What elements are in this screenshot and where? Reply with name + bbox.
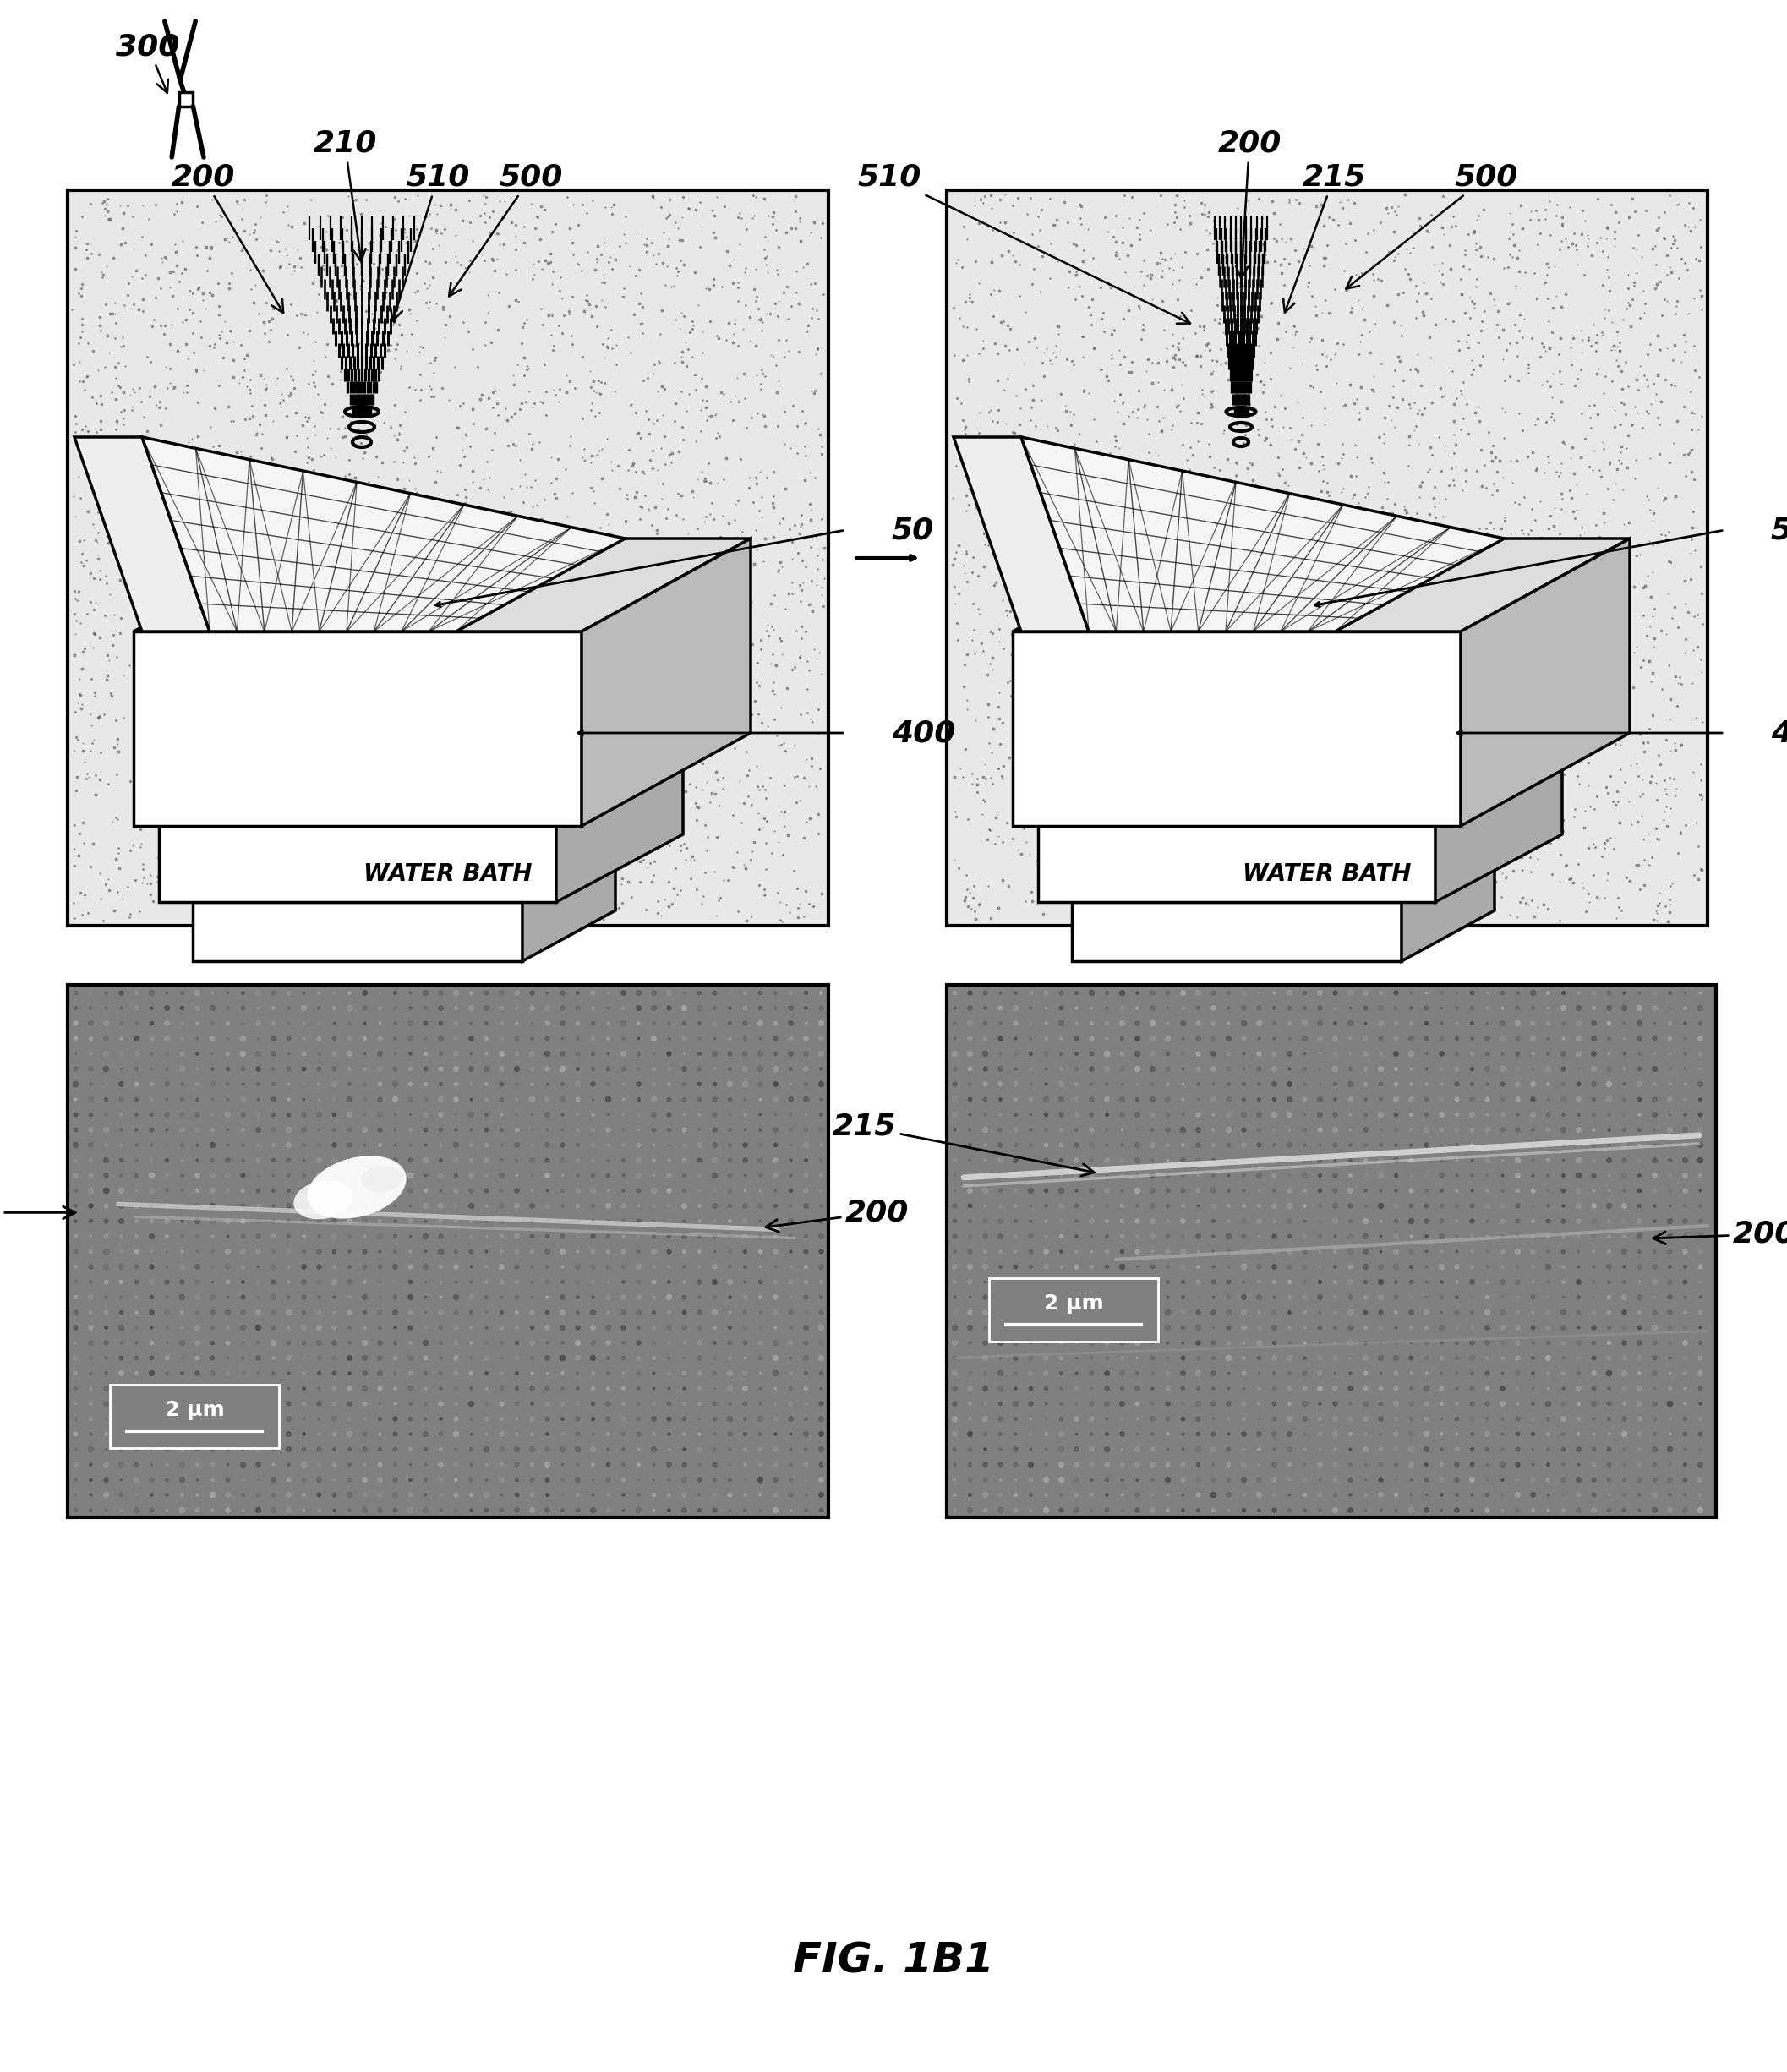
Text: 215: 215 [1283, 164, 1365, 313]
Text: 215: 215 [833, 1113, 1094, 1177]
Text: 2 μm: 2 μm [164, 1399, 225, 1419]
Polygon shape [954, 437, 1088, 632]
Polygon shape [1460, 539, 1630, 827]
Polygon shape [134, 632, 581, 827]
Text: 400: 400 [1771, 719, 1787, 748]
Text: 500: 500 [449, 164, 563, 296]
Text: FIG. 1B1: FIG. 1B1 [793, 1941, 994, 1981]
Polygon shape [75, 437, 209, 632]
Bar [947, 191, 1708, 926]
Polygon shape [159, 827, 556, 901]
Text: 2 μm: 2 μm [1044, 1293, 1103, 1314]
Text: 510: 510 [858, 164, 1190, 323]
Text: 50: 50 [1771, 516, 1787, 545]
Polygon shape [1435, 758, 1562, 901]
Polygon shape [522, 852, 615, 961]
Ellipse shape [293, 1181, 352, 1218]
Polygon shape [193, 852, 615, 901]
Text: 200: 200 [1653, 1220, 1787, 1249]
Text: 300: 300 [116, 33, 180, 93]
Bar [988, 1278, 1158, 1341]
Bar [947, 984, 1716, 1517]
Bar [68, 984, 829, 1517]
Polygon shape [159, 758, 683, 827]
Polygon shape [1013, 632, 1460, 827]
Text: WATER BATH: WATER BATH [365, 862, 533, 887]
Polygon shape [1401, 852, 1494, 961]
Polygon shape [179, 91, 193, 106]
Polygon shape [1013, 539, 1630, 632]
Bar [109, 1384, 279, 1448]
Text: 510: 510 [391, 164, 470, 321]
Text: 210: 210 [313, 128, 377, 261]
Polygon shape [1020, 437, 1505, 632]
Text: WATER BATH: WATER BATH [1242, 862, 1412, 887]
Polygon shape [141, 437, 625, 632]
Text: 50: 50 [892, 516, 935, 545]
Polygon shape [1072, 901, 1401, 961]
Text: 210: 210 [0, 1198, 75, 1227]
Ellipse shape [307, 1156, 406, 1218]
Text: 500: 500 [1346, 164, 1517, 288]
Polygon shape [1038, 758, 1562, 827]
Polygon shape [1072, 852, 1494, 901]
Polygon shape [134, 539, 751, 632]
Text: 200: 200 [172, 164, 284, 313]
Bar [68, 191, 829, 926]
Ellipse shape [361, 1167, 404, 1191]
Text: 200: 200 [1217, 128, 1281, 278]
Polygon shape [556, 758, 683, 901]
Polygon shape [1038, 827, 1435, 901]
Text: 400: 400 [892, 719, 956, 748]
Polygon shape [581, 539, 751, 827]
Polygon shape [193, 901, 522, 961]
Text: 200: 200 [765, 1198, 910, 1231]
